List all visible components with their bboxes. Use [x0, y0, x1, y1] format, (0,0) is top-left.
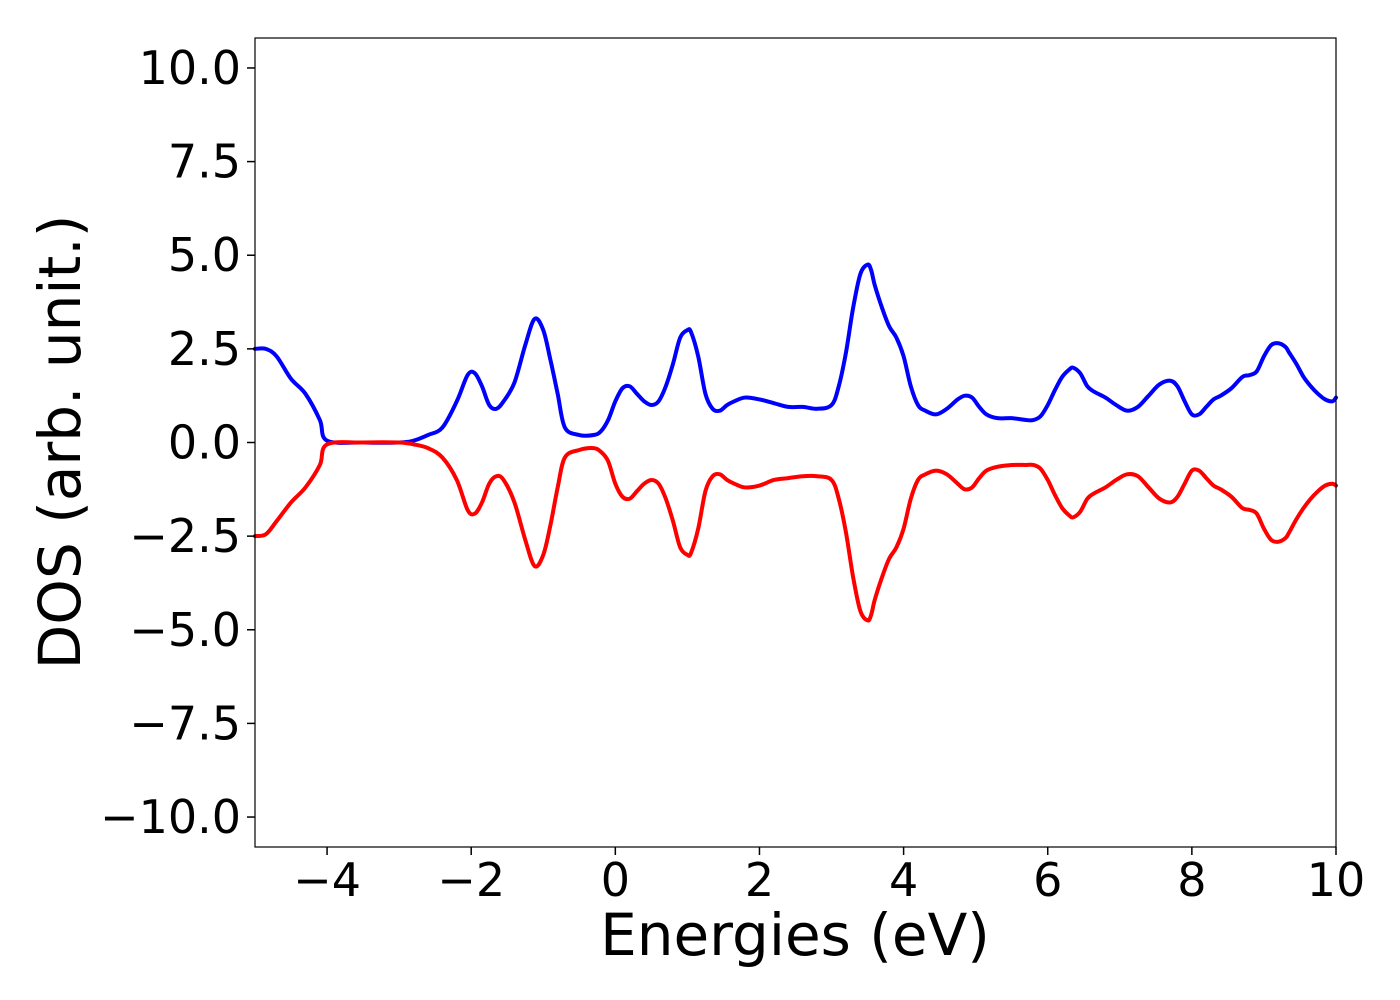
y-tick-label: −7.5 — [129, 696, 241, 750]
x-axis-label: Energies (eV) — [600, 901, 990, 969]
y-tick-label: 2.5 — [168, 322, 241, 376]
dos-up-line — [253, 262, 1338, 445]
x-tick-label: 8 — [1177, 853, 1206, 907]
y-tick-label: −2.5 — [129, 509, 241, 563]
y-tick-label: −5.0 — [129, 603, 241, 657]
y-tick-label: 5.0 — [168, 228, 241, 282]
y-axis-ticks: 10.0 7.5 5.0 2.5 0.0 −2.5 −5.0 −7.5 −10.0 — [100, 41, 255, 844]
y-tick-label: −10.0 — [100, 790, 241, 844]
x-tick-label: −2 — [437, 853, 505, 907]
x-tick-label: 2 — [745, 853, 774, 907]
x-axis-ticks: −4 −2 0 2 4 6 8 10 — [293, 847, 1365, 907]
dos-down-line — [253, 440, 1338, 623]
series-layer — [253, 262, 1338, 623]
x-tick-label: 0 — [601, 853, 630, 907]
x-tick-label: 4 — [889, 853, 918, 907]
y-axis-label: DOS (arb. unit.) — [26, 215, 94, 670]
x-tick-label: 10 — [1307, 853, 1366, 907]
x-tick-label: 6 — [1033, 853, 1062, 907]
y-tick-label: 7.5 — [168, 135, 241, 189]
y-tick-label: 0.0 — [168, 416, 241, 470]
y-tick-label: 10.0 — [139, 41, 241, 95]
x-tick-label: −4 — [293, 853, 361, 907]
